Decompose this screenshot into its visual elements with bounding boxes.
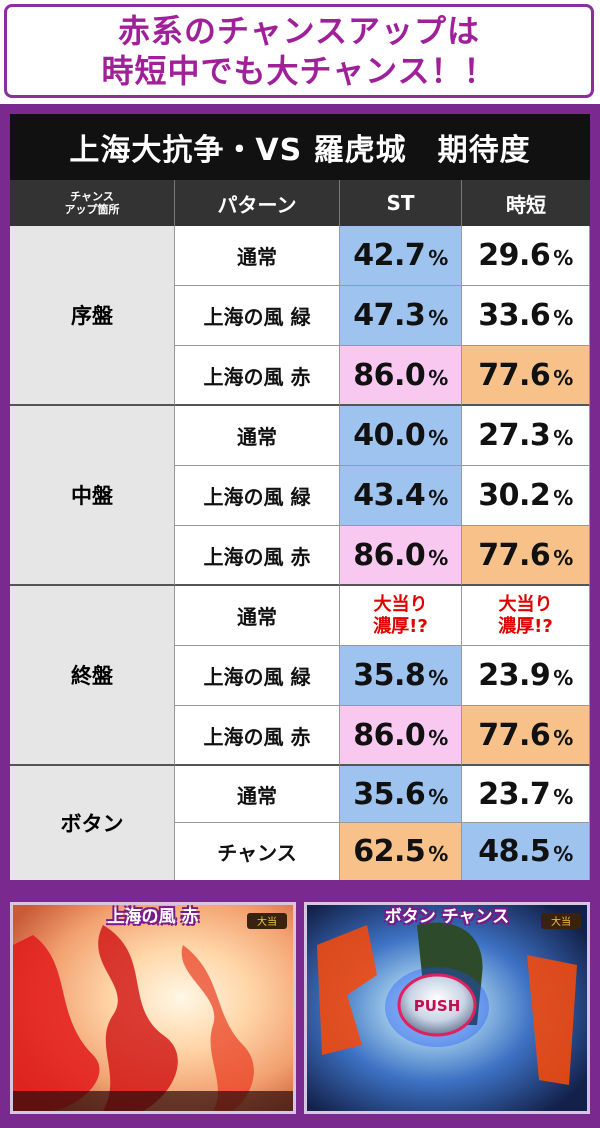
pattern-cell: 上海の風 赤 <box>175 526 340 586</box>
screenshot-label-left: 上海の風 赤 <box>107 907 199 927</box>
jitan-value-cell: 23.7% <box>462 766 590 823</box>
jitan-value-cell: 27.3% <box>462 406 590 466</box>
header-st: ST <box>340 180 462 226</box>
svg-text:大当: 大当 <box>551 915 571 928</box>
table-title: 上海大抗争・VS 羅虎城 期待度 <box>10 114 590 180</box>
st-value-cell: 86.0% <box>340 706 462 766</box>
st-value-cell: 40.0% <box>340 406 462 466</box>
st-value-cell: 42.7% <box>340 226 462 286</box>
screenshot-button-chance: PUSH 大当 ボタン チャンス <box>304 902 590 1114</box>
jitan-value-cell: 29.6% <box>462 226 590 286</box>
pattern-cell: 通常 <box>175 586 340 646</box>
group-label: 中盤 <box>10 406 175 586</box>
headline-banner: 赤系のチャンスアップは 時短中でも大チャンス！！ <box>4 4 594 98</box>
pattern-cell: 上海の風 赤 <box>175 706 340 766</box>
pattern-cell: 上海の風 緑 <box>175 286 340 346</box>
headline-line-2: 時短中でも大チャンス！！ <box>101 52 497 90</box>
st-value-cell: 35.8% <box>340 646 462 706</box>
jitan-special-cell: 大当り 濃厚!? <box>462 586 590 646</box>
jitan-value-cell: 77.6% <box>462 526 590 586</box>
pattern-cell: 上海の風 緑 <box>175 646 340 706</box>
st-value-cell: 35.6% <box>340 766 462 823</box>
st-value-cell: 86.0% <box>340 526 462 586</box>
st-value-cell: 62.5% <box>340 823 462 880</box>
jitan-value-cell: 30.2% <box>462 466 590 526</box>
svg-text:大当: 大当 <box>257 915 277 928</box>
header-pattern: パターン <box>175 180 340 226</box>
screenshot-art-left: 大当 <box>13 905 293 1111</box>
push-button-text: PUSH <box>414 997 461 1015</box>
jitan-value-cell: 77.6% <box>462 706 590 766</box>
table-frame: 上海大抗争・VS 羅虎城 期待度 チャンス アップ箇所 パターン ST 時短 序… <box>0 104 600 1128</box>
screenshot-label-right: ボタン チャンス <box>384 907 510 927</box>
st-value-cell: 47.3% <box>340 286 462 346</box>
st-special-cell: 大当り 濃厚!? <box>340 586 462 646</box>
jitan-value-cell: 48.5% <box>462 823 590 880</box>
expectation-table: 上海大抗争・VS 羅虎城 期待度 チャンス アップ箇所 パターン ST 時短 序… <box>10 114 590 880</box>
group-label: 終盤 <box>10 586 175 766</box>
jitan-value-cell: 77.6% <box>462 346 590 406</box>
header-place: チャンス アップ箇所 <box>10 180 175 226</box>
pattern-cell: 通常 <box>175 766 340 823</box>
group-label: 序盤 <box>10 226 175 406</box>
pattern-cell: 通常 <box>175 406 340 466</box>
pattern-cell: チャンス <box>175 823 340 880</box>
st-value-cell: 86.0% <box>340 346 462 406</box>
group-label: ボタン <box>10 766 175 880</box>
header-jitan: 時短 <box>462 180 590 226</box>
headline-line-1: 赤系のチャンスアップは <box>117 12 481 50</box>
jitan-value-cell: 33.6% <box>462 286 590 346</box>
st-value-cell: 43.4% <box>340 466 462 526</box>
jitan-value-cell: 23.9% <box>462 646 590 706</box>
screenshot-shanghai-wind-red: 大当 上海の風 赤 <box>10 902 296 1114</box>
pattern-cell: 通常 <box>175 226 340 286</box>
screenshot-art-right: PUSH 大当 <box>307 905 587 1111</box>
pattern-cell: 上海の風 赤 <box>175 346 340 406</box>
pattern-cell: 上海の風 緑 <box>175 466 340 526</box>
